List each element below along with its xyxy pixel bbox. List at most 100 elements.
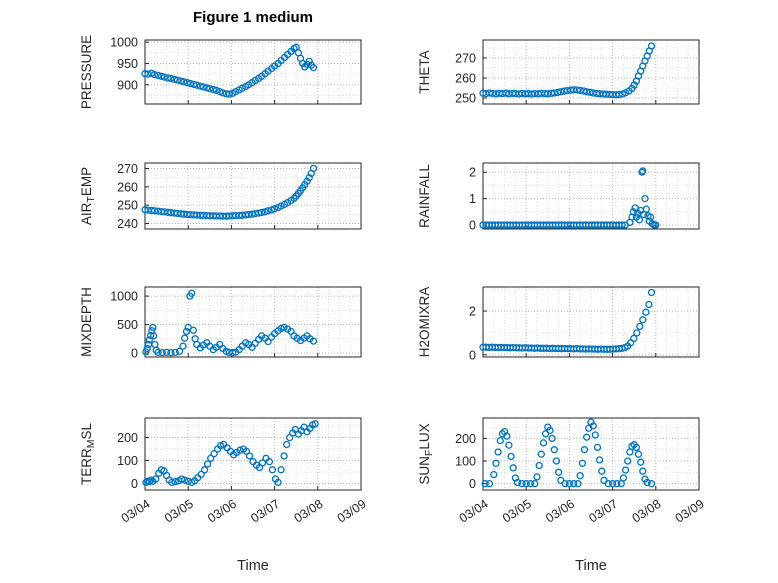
data-point — [283, 440, 291, 449]
data-point — [277, 466, 285, 474]
data-point — [589, 422, 597, 430]
data-point — [635, 216, 644, 224]
subplot-terrmsl: 0 100 200 TERRMSL 03/04 03/05 03/06 03/07 03/08 0… — [45, 406, 379, 583]
y-axis-label: SUNFLUX — [417, 423, 435, 484]
data-point — [570, 480, 578, 488]
data-point — [539, 439, 548, 447]
data-point — [643, 478, 651, 487]
axes-box — [144, 39, 362, 105]
data-point — [561, 480, 569, 488]
y-axis-label: THETA — [417, 50, 432, 93]
data-point — [232, 87, 240, 96]
y-tick-label: 0 — [131, 347, 138, 361]
data-point — [229, 349, 237, 357]
tick-marks — [482, 310, 700, 357]
data-point — [160, 73, 169, 81]
data-point — [164, 74, 172, 82]
tick-marks — [144, 41, 362, 104]
data-point — [533, 473, 541, 481]
data-point — [496, 436, 504, 445]
data-point — [548, 434, 556, 443]
data-point — [505, 441, 513, 449]
y-tick-label: 100 — [455, 455, 476, 469]
data-point — [203, 84, 211, 92]
data-point — [598, 467, 606, 475]
scatter-points — [142, 420, 319, 487]
x-tick-label: 03/09 — [673, 497, 707, 526]
data-point — [488, 89, 497, 98]
data-point — [608, 480, 617, 488]
minor-grid — [483, 40, 699, 104]
x-tick-label: 03/08 — [292, 497, 326, 526]
data-point — [587, 418, 595, 426]
data-point — [578, 459, 587, 467]
data-point — [490, 470, 498, 479]
y-tick-label: 0 — [469, 477, 476, 491]
y-axis-label: AIRTEMP — [79, 167, 97, 225]
data-point — [311, 420, 319, 428]
data-point — [167, 349, 175, 357]
minor-grid — [145, 163, 361, 229]
y-tick-label: 1 — [469, 192, 476, 206]
data-point — [171, 348, 179, 357]
x-axis-label: Time — [237, 558, 269, 574]
scatter-points — [479, 167, 660, 229]
theta-chart: 250 260 270 THETA — [417, 39, 700, 106]
data-point — [248, 210, 256, 218]
data-point — [652, 221, 660, 229]
data-point — [173, 76, 182, 84]
y-tick-label: 1000 — [110, 36, 138, 50]
data-point — [639, 316, 647, 324]
data-point — [624, 457, 632, 465]
data-point — [238, 84, 246, 92]
data-point — [180, 78, 188, 86]
data-point — [188, 289, 196, 297]
data-point — [154, 71, 162, 80]
data-point — [647, 42, 656, 50]
data-point — [647, 480, 656, 488]
y-tick-label: 270 — [117, 162, 138, 176]
data-point — [580, 446, 589, 454]
data-point — [196, 82, 204, 90]
data-point — [181, 476, 189, 484]
x-tick-label: 03/07 — [248, 497, 282, 526]
data-point — [190, 80, 198, 89]
data-point — [212, 86, 220, 94]
pressure-chart: 900 950 1000 PRESSURE — [79, 35, 362, 109]
major-grid — [483, 40, 699, 104]
data-point — [309, 64, 318, 72]
data-point — [629, 208, 637, 216]
data-point — [146, 331, 155, 340]
data-point — [270, 205, 279, 213]
figure-title: Figure 1 medium — [192, 9, 314, 26]
data-point — [162, 348, 171, 357]
y-axis-label: MIXDEPTH — [79, 287, 94, 357]
y-tick-label: 1000 — [110, 290, 138, 304]
data-point — [485, 480, 494, 488]
data-point — [507, 452, 515, 461]
subplot-rainfall: 0 1 2 RAINFALL — [383, 151, 717, 248]
tick-marks — [482, 437, 700, 490]
y-tick-label: 2 — [469, 166, 476, 180]
data-point — [615, 90, 623, 99]
data-point — [618, 221, 626, 229]
data-point — [621, 466, 630, 474]
minor-grid — [483, 287, 699, 357]
y-tick-label: 260 — [455, 72, 476, 86]
scatter-points — [479, 42, 656, 99]
data-point — [181, 334, 189, 342]
data-point — [552, 457, 561, 465]
data-point — [537, 450, 545, 458]
minor-grid — [483, 163, 699, 229]
data-point — [177, 77, 185, 85]
data-point — [207, 454, 215, 462]
data-point — [167, 74, 175, 83]
data-point — [265, 458, 274, 466]
data-point — [503, 432, 511, 440]
subplot-mixdepth: 0 500 1000 MIXDEPTH — [45, 275, 379, 376]
h2omixra-chart: 0 2 H2OMIXRA — [417, 286, 700, 362]
data-point — [305, 57, 313, 65]
y-tick-label: 500 — [117, 318, 138, 332]
x-tick-label: 03/07 — [586, 497, 620, 526]
data-point — [593, 443, 602, 452]
